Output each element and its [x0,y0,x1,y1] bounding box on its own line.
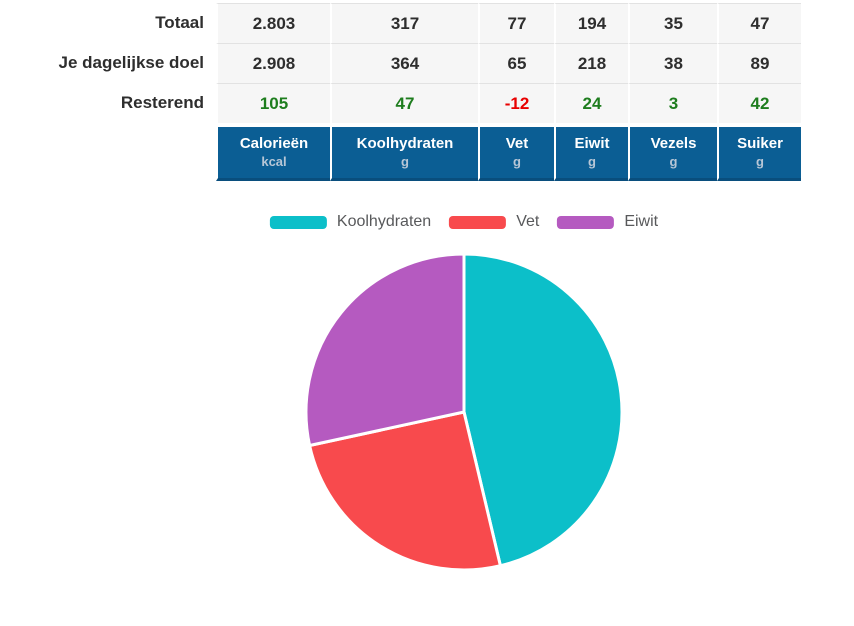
row-label-resterend: Resterend [0,83,216,123]
row-label-dagelijkse-doel: Je dagelijkse doel [0,43,216,83]
doel-vezels-value: 38 [628,43,717,83]
column-unit: g [669,153,678,169]
totaal-vezels-value: 35 [628,3,717,43]
legend-label: Eiwit [624,213,659,230]
column-unit: kcal [261,153,287,169]
pie-slice-koolhydraten [462,252,624,568]
column-header-vet: Vet g [478,127,554,181]
totaal-vet-value: 77 [478,3,554,43]
resterend-suiker-value: 42 [717,83,801,123]
resterend-eiwit-value: 24 [554,83,628,123]
column-unit: g [588,153,596,169]
nutrition-summary-table: Totaal 2.803 317 77 194 35 47 Je dagelij… [0,3,801,181]
column-name: Calorieën [239,135,309,152]
legend-item-koolhydraten: Koolhydraten [269,213,432,231]
legend-item-vet: Vet [449,213,539,231]
table-gap [0,123,801,127]
column-header-suiker: Suiker g [717,127,801,181]
koolhydraten-swatch-icon [269,215,327,229]
resterend-calorieen-value: 105 [216,83,330,123]
column-name: Vet [505,135,529,152]
column-header-koolhydraten: Koolhydraten g [330,127,478,181]
pie-chart [304,252,624,572]
pie-slice-eiwit [304,252,466,447]
row-label-totaal: Totaal [0,3,216,43]
pie-chart-area [302,250,626,574]
legend-label: Koolhydraten [336,213,432,230]
doel-koolhydraten-value: 364 [330,43,478,83]
column-name: Koolhydraten [356,135,454,152]
doel-suiker-value: 89 [717,43,801,83]
resterend-vezels-value: 3 [628,83,717,123]
legend-item-eiwit: Eiwit [557,213,658,231]
resterend-vet-value: -12 [478,83,554,123]
totaal-suiker-value: 47 [717,3,801,43]
column-name: Eiwit [574,135,610,152]
eiwit-swatch-icon [557,215,615,229]
doel-calorieen-value: 2.908 [216,43,330,83]
header-spacer [0,127,216,181]
column-unit: g [756,153,764,169]
pie-slice-vet [308,410,502,572]
totaal-calorieen-value: 2.803 [216,3,330,43]
totaal-koolhydraten-value: 317 [330,3,478,43]
resterend-koolhydraten-value: 47 [330,83,478,123]
doel-eiwit-value: 218 [554,43,628,83]
totaal-eiwit-value: 194 [554,3,628,43]
column-header-vezels: Vezels g [628,127,717,181]
vet-swatch-icon [449,215,507,229]
column-unit: g [401,153,409,169]
column-header-eiwit: Eiwit g [554,127,628,181]
pie-legend: Koolhydraten Vet Eiwit [269,213,658,231]
column-name: Suiker [737,135,783,152]
column-name: Vezels [650,135,697,152]
column-unit: g [513,153,521,169]
legend-label: Vet [516,213,540,230]
column-header-calorieen: Calorieën kcal [216,127,330,181]
doel-vet-value: 65 [478,43,554,83]
